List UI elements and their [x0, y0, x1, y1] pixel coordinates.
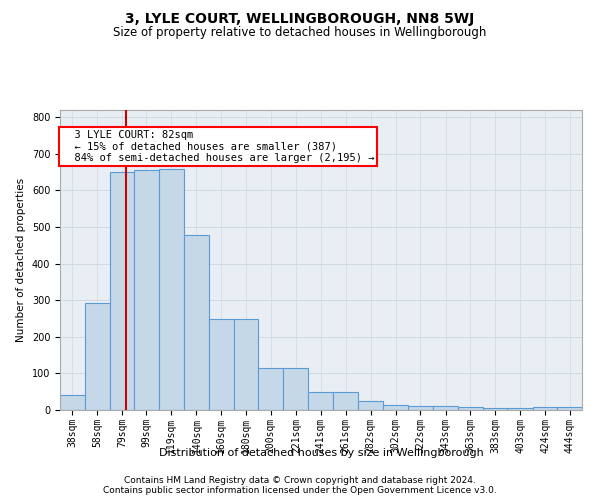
Text: Size of property relative to detached houses in Wellingborough: Size of property relative to detached ho…	[113, 26, 487, 39]
Y-axis label: Number of detached properties: Number of detached properties	[16, 178, 26, 342]
Bar	[209, 318, 233, 410]
Bar	[134, 170, 159, 410]
Text: 3, LYLE COURT, WELLINGBOROUGH, NN8 5WJ: 3, LYLE COURT, WELLINGBOROUGH, NN8 5WJ	[125, 12, 475, 26]
Bar	[333, 392, 358, 410]
Bar	[60, 396, 85, 410]
Text: 3 LYLE COURT: 82sqm
  ← 15% of detached houses are smaller (387)
  84% of semi-d: 3 LYLE COURT: 82sqm ← 15% of detached ho…	[62, 130, 374, 164]
Bar	[110, 172, 134, 410]
Bar	[233, 318, 258, 410]
Bar	[383, 404, 408, 410]
Bar	[258, 368, 283, 410]
Bar	[458, 407, 482, 410]
Bar	[408, 406, 433, 410]
Bar	[507, 408, 533, 410]
Bar	[482, 408, 507, 410]
Bar	[358, 401, 383, 410]
Bar	[433, 406, 458, 410]
Bar	[308, 392, 333, 410]
Bar	[557, 407, 582, 410]
Text: Contains public sector information licensed under the Open Government Licence v3: Contains public sector information licen…	[103, 486, 497, 495]
Bar	[85, 303, 110, 410]
Bar	[283, 368, 308, 410]
Text: Distribution of detached houses by size in Wellingborough: Distribution of detached houses by size …	[158, 448, 484, 458]
Bar	[533, 407, 557, 410]
Bar	[184, 236, 209, 410]
Bar	[159, 168, 184, 410]
Text: Contains HM Land Registry data © Crown copyright and database right 2024.: Contains HM Land Registry data © Crown c…	[124, 476, 476, 485]
